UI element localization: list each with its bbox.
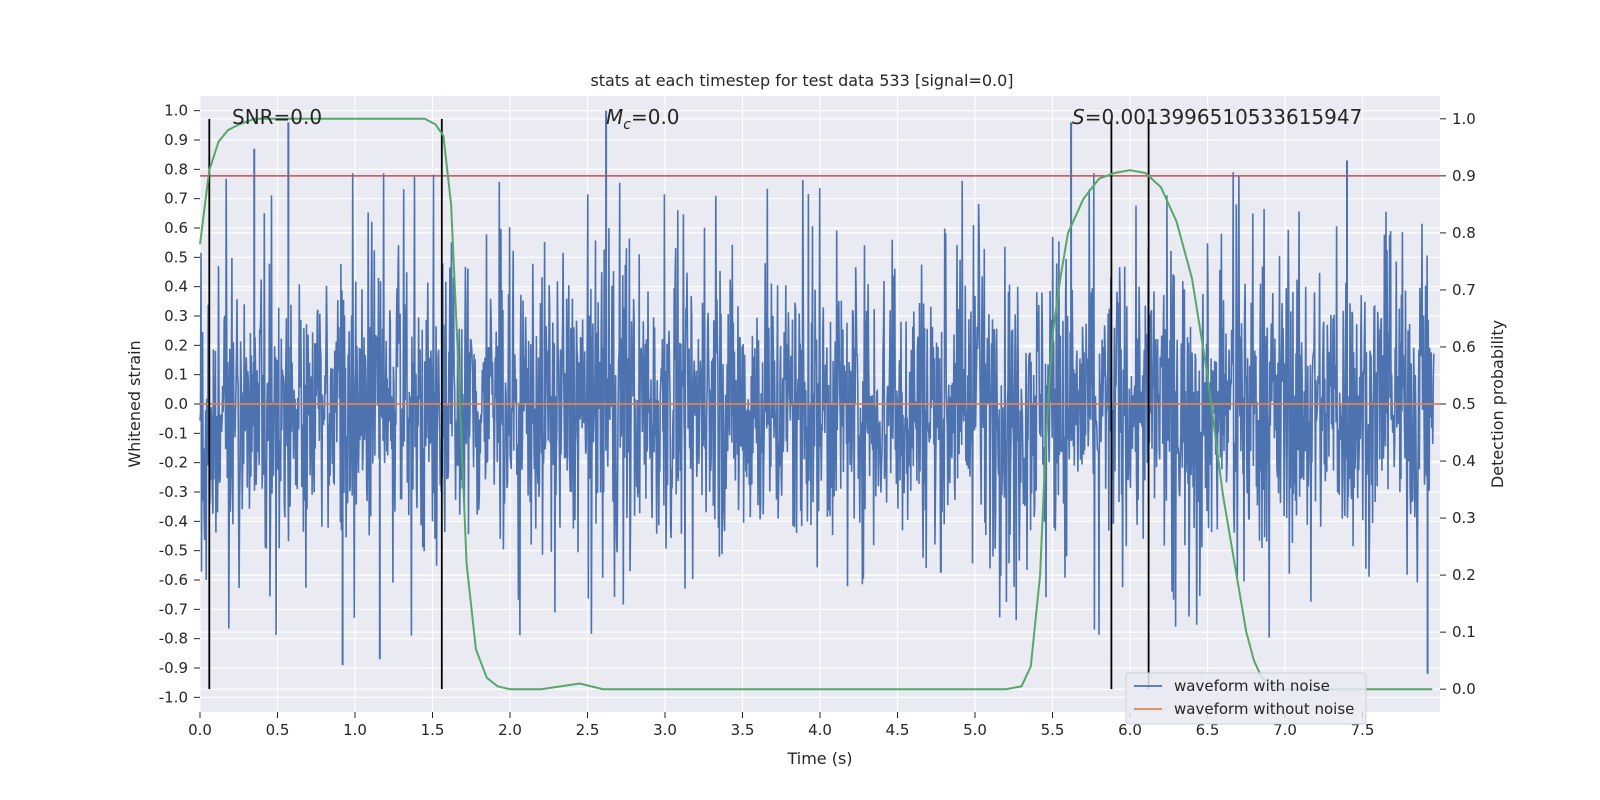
legend: waveform with noise waveform without noi… [1125,672,1367,725]
y2-tick-label: 1.0 [1452,110,1476,128]
x-axis-ticks: 0.0 0.5 1.0 1.5 2.0 2.5 3.0 3.5 4.0 4.5 5.0 5.5 6.0 6… [188,712,1374,739]
y2-tick-label: 0.9 [1452,167,1476,185]
mc-subscript: c [623,117,631,133]
s-value: =0.0013996510533615947 [1085,105,1363,129]
y-tick-label: -0.8 [159,630,188,648]
x-tick-label: 5.0 [963,721,987,739]
x-tick-label: 3.0 [653,721,677,739]
detection-probability-line [199,117,1433,691]
y-tick-label: 0.5 [164,248,188,266]
y-tick-label: -0.9 [159,659,188,677]
y2-tick-label: 0.4 [1452,452,1476,470]
mc-annotation: Mc=0.0 [606,105,680,133]
y2-tick-label: 0.0 [1452,680,1476,698]
legend-label-clean: waveform without noise [1174,700,1354,718]
y2-axis-label: Detection probability [1488,320,1507,488]
y-tick-label: 0.9 [164,131,188,149]
x-tick-label: 7.0 [1273,721,1297,739]
mc-symbol: M [606,105,623,129]
y-tick-label: 0.7 [164,190,188,208]
y-tick-label: -0.2 [159,454,188,472]
y-tick-label: 0.4 [164,278,188,296]
x-tick-label: 0.0 [188,721,212,739]
y2-tick-label: 0.5 [1452,395,1476,413]
mc-value: =0.0 [631,105,680,129]
x-tick-label: 4.5 [886,721,910,739]
noise-waveform [199,110,1435,674]
x-tick-label: 7.5 [1351,721,1375,739]
y-axis-ticks: 1.0 0.9 0.8 0.7 0.6 0.5 0.4 0.3 0.2 0.1 0.0 -0.1 -0.… [159,102,200,706]
chart-title: stats at each timestep for test data 533… [590,71,1013,90]
x-tick-label: 1.0 [343,721,367,739]
x-tick-label: 2.5 [576,721,600,739]
x-tick-label: 6.0 [1118,721,1142,739]
y2-tick-label: 0.7 [1452,281,1476,299]
x-tick-label: 3.5 [731,721,755,739]
y-tick-label: -0.1 [159,424,188,442]
x-tick-label: 5.5 [1041,721,1065,739]
y2-tick-label: 0.2 [1452,566,1476,584]
legend-box [1125,672,1367,725]
y-tick-label: 0.2 [164,336,188,354]
y-axis-label: Whitened strain [125,340,144,467]
y-tick-label: 0.6 [164,219,188,237]
x-tick-label: 0.5 [266,721,290,739]
y2-axis-ticks: 1.0 0.9 0.8 0.7 0.6 0.5 0.4 0.3 0.2 0.1 0.0 [1440,110,1476,698]
x-tick-label: 4.0 [808,721,832,739]
s-symbol: S [1072,105,1085,129]
vertical-markers [208,118,1150,690]
y2-tick-label: 0.1 [1452,623,1476,641]
legend-label-noise: waveform with noise [1174,677,1330,695]
y-tick-label: 0.3 [164,307,188,325]
y-tick-label: -0.4 [159,512,188,530]
x-axis-label: Time (s) [786,749,852,768]
y-tick-label: -0.5 [159,542,188,560]
y-tick-label: -0.7 [159,600,188,618]
noise-trace [199,172,1435,638]
s-annotation: S=0.0013996510533615947 [1072,105,1362,129]
x-tick-label: 2.0 [498,721,522,739]
y2-tick-label: 0.6 [1452,338,1476,356]
x-tick-label: 1.5 [421,721,445,739]
y-tick-label: 0.1 [164,366,188,384]
y-tick-label: 1.0 [164,102,188,120]
y2-tick-label: 0.8 [1452,224,1476,242]
snr-annotation: SNR=0.0 [232,105,322,129]
y2-tick-label: 0.3 [1452,509,1476,527]
x-tick-label: 6.5 [1196,721,1220,739]
y-tick-label: 0.8 [164,160,188,178]
y-tick-label: -0.6 [159,571,188,589]
y-tick-label: 0.0 [164,395,188,413]
y-tick-label: -1.0 [159,688,188,706]
y-tick-label: -0.3 [159,483,188,501]
